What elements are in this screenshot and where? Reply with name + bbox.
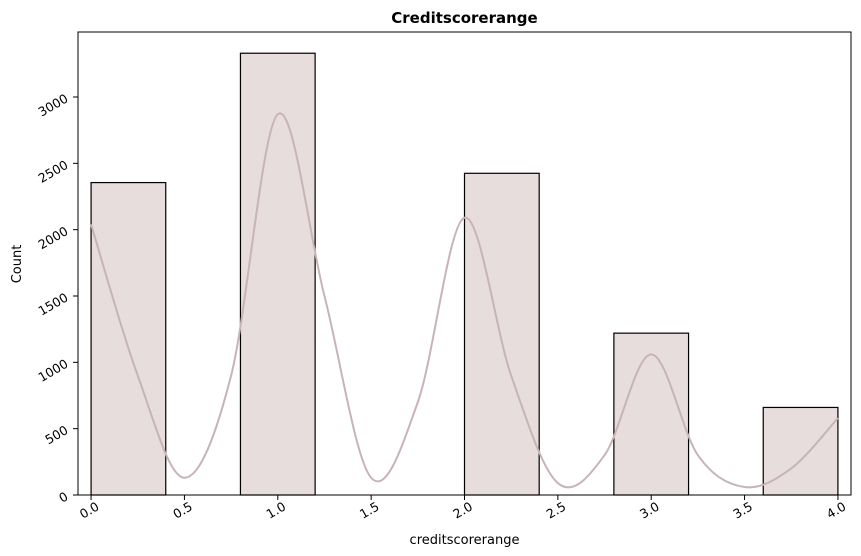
histogram-bar-0 — [90, 181, 167, 496]
y-tick-label: 1000 — [35, 356, 70, 385]
histogram-bar-9 — [762, 406, 839, 496]
x-tick-label: 2.0 — [450, 499, 475, 522]
x-tick-label: 1.5 — [357, 499, 382, 522]
y-tick-label: 1500 — [35, 290, 70, 319]
histogram-bar-2 — [239, 52, 316, 496]
y-tick-label: 3000 — [35, 91, 70, 120]
y-tick-label: 0 — [56, 489, 70, 506]
y-tick-label: 2000 — [35, 223, 70, 252]
y-axis-label: Count — [10, 245, 25, 284]
x-tick-label: 0.5 — [170, 499, 195, 522]
histogram-bar-5 — [463, 172, 540, 496]
y-tick-label: 500 — [42, 422, 70, 447]
x-tick-label: 2.5 — [544, 499, 569, 522]
x-tick-label: 3.5 — [730, 499, 755, 522]
x-axis-label: creditscorerange — [410, 533, 520, 548]
y-tick-label: 2500 — [35, 157, 70, 186]
x-tick-label: 1.0 — [264, 499, 289, 522]
x-tick-label: 4.0 — [824, 499, 849, 522]
y-axis-ticks: 0 500 1000 1500 2000 2500 3000 — [35, 91, 78, 506]
x-axis-ticks: 0.0 0.5 1.0 1.5 2.0 2.5 3.0 3.5 4.0 — [77, 495, 849, 522]
x-tick-label: 0.0 — [77, 499, 102, 522]
histogram-bar-7 — [613, 332, 690, 496]
chart-title: Creditscorerange — [391, 9, 537, 27]
kde-curve — [90, 112, 839, 489]
bars-group — [90, 52, 839, 496]
x-tick-label: 3.0 — [637, 499, 662, 522]
